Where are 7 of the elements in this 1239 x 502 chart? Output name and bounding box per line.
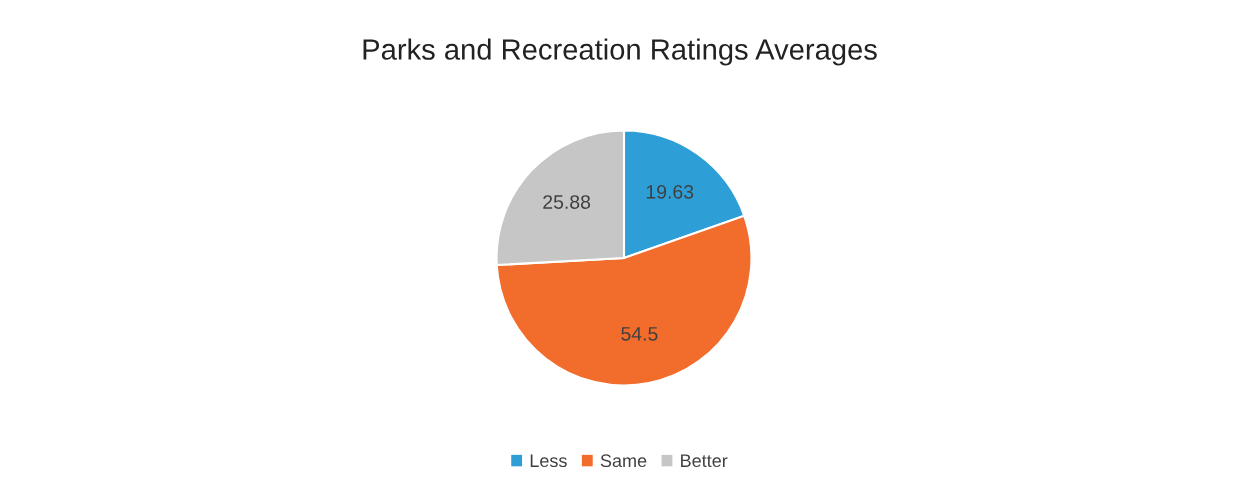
legend-label: Same [600, 454, 647, 468]
chart-title: Parks and Recreation Ratings Averages [363, 38, 877, 66]
data-label: 19.63 [646, 184, 694, 199]
legend-label: Better [681, 454, 728, 468]
data-label: 54.5 [621, 327, 658, 341]
data-label: 25.88 [543, 195, 591, 209]
legend-label: Less [530, 454, 567, 468]
